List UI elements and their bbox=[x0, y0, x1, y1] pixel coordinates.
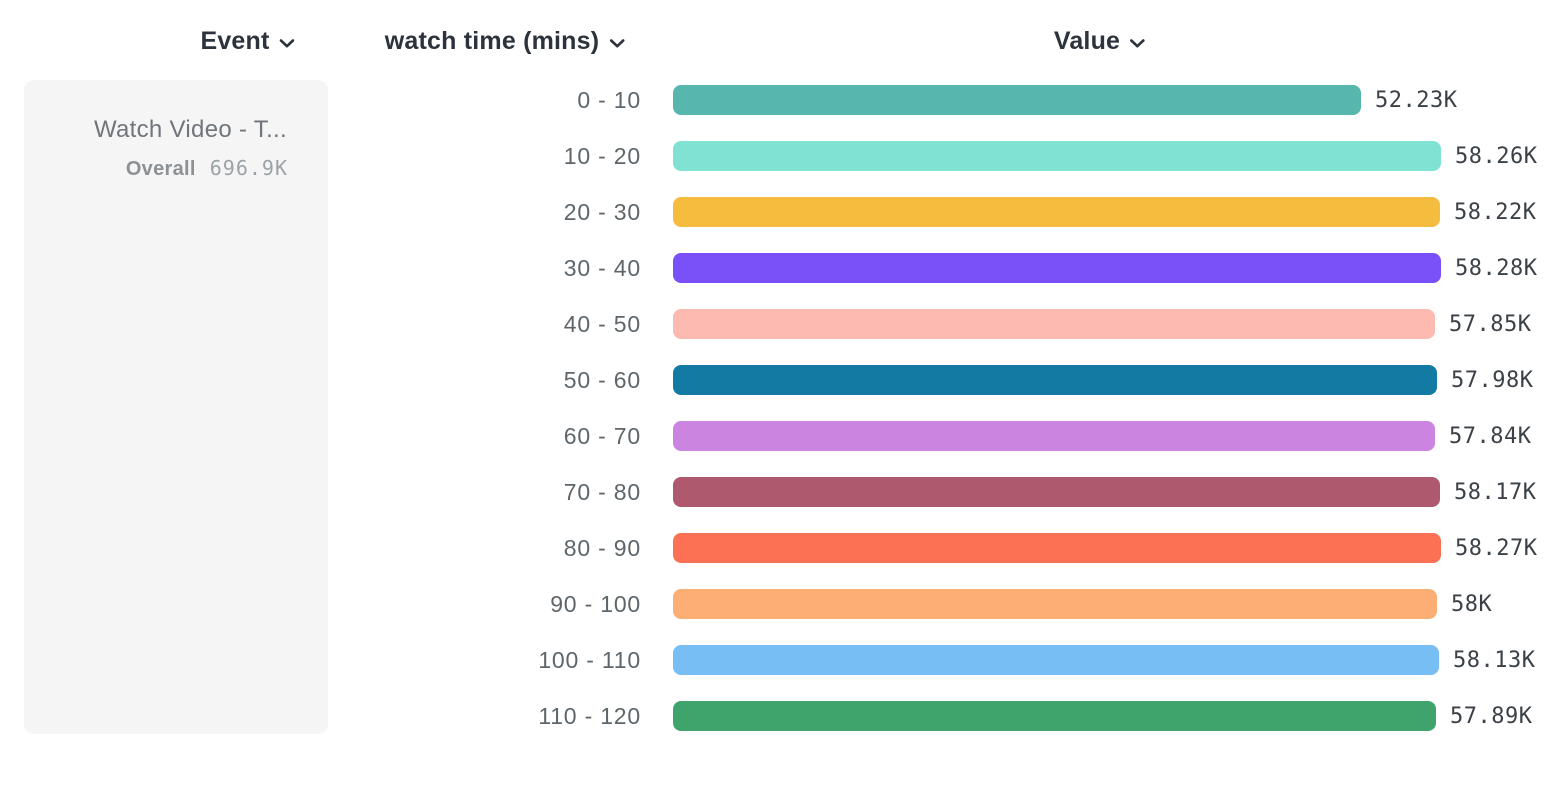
bucket-label: 80 - 90 bbox=[563, 535, 641, 561]
chevron-down-icon bbox=[608, 38, 625, 49]
value-bar[interactable] bbox=[673, 141, 1441, 171]
value-label: 58.13K bbox=[1453, 648, 1536, 673]
chart-row: 90 - 100 58K bbox=[0, 589, 1568, 619]
value-label: 57.84K bbox=[1449, 424, 1532, 449]
value-label: 58.27K bbox=[1455, 536, 1538, 561]
value-label: 57.89K bbox=[1450, 704, 1533, 729]
chevron-down-icon bbox=[279, 38, 296, 49]
column-header-value-label: Value bbox=[1053, 27, 1121, 55]
chart-row: 50 - 60 57.98K bbox=[0, 365, 1568, 395]
bucket-label: 110 - 120 bbox=[538, 703, 641, 729]
value-label: 58K bbox=[1451, 592, 1493, 617]
chart-row: 30 - 40 58.28K bbox=[0, 253, 1568, 283]
chart-row: 110 - 120 57.89K bbox=[0, 701, 1568, 731]
chart-row: 100 - 110 58.13K bbox=[0, 645, 1568, 675]
bucket-label: 70 - 80 bbox=[563, 479, 641, 505]
chart-row: 10 - 20 58.26K bbox=[0, 141, 1568, 171]
bucket-label: 0 - 10 bbox=[577, 87, 641, 113]
value-bar[interactable] bbox=[673, 365, 1437, 395]
value-bar[interactable] bbox=[673, 589, 1437, 619]
value-bar[interactable] bbox=[673, 253, 1441, 283]
value-bar[interactable] bbox=[673, 701, 1436, 731]
overall-line: Overall 696.9K bbox=[126, 156, 288, 181]
value-bar[interactable] bbox=[673, 197, 1440, 227]
chart-row: 60 - 70 57.84K bbox=[0, 421, 1568, 451]
bucket-label: 10 - 20 bbox=[563, 143, 641, 169]
bucket-label: 20 - 30 bbox=[563, 199, 641, 225]
chart-row: 80 - 90 58.27K bbox=[0, 533, 1568, 563]
column-header-bucket[interactable]: watch time (mins) bbox=[385, 27, 626, 56]
column-header-value[interactable]: Value bbox=[1054, 27, 1146, 56]
bucket-label: 60 - 70 bbox=[563, 423, 641, 449]
column-header-bucket-label: watch time (mins) bbox=[384, 27, 600, 55]
overall-label: Overall bbox=[125, 158, 196, 180]
value-bar[interactable] bbox=[673, 309, 1435, 339]
bucket-label: 40 - 50 bbox=[563, 311, 641, 337]
value-bar[interactable] bbox=[673, 645, 1439, 675]
chevron-down-icon bbox=[1129, 38, 1146, 49]
value-bar[interactable] bbox=[673, 533, 1441, 563]
value-label: 57.98K bbox=[1451, 368, 1534, 393]
value-label: 58.26K bbox=[1455, 144, 1538, 169]
value-label: 58.28K bbox=[1455, 256, 1538, 281]
overall-value: 696.9K bbox=[209, 156, 288, 180]
chart-row: 20 - 30 58.22K bbox=[0, 197, 1568, 227]
value-bar[interactable] bbox=[673, 85, 1361, 115]
chart-row: 70 - 80 58.17K bbox=[0, 477, 1568, 507]
chart-row: 40 - 50 57.85K bbox=[0, 309, 1568, 339]
value-label: 57.85K bbox=[1449, 312, 1532, 337]
bucket-label: 50 - 60 bbox=[563, 367, 641, 393]
chart-row: 0 - 10 52.23K bbox=[0, 85, 1568, 115]
value-bar[interactable] bbox=[673, 477, 1440, 507]
event-legend-card[interactable]: Watch Video - T... Overall 696.9K bbox=[24, 80, 328, 734]
event-name: Watch Video - T... bbox=[93, 116, 287, 143]
bucket-label: 90 - 100 bbox=[550, 591, 641, 617]
column-header-event-label: Event bbox=[200, 27, 270, 55]
value-label: 58.22K bbox=[1454, 200, 1537, 225]
column-header-event[interactable]: Event bbox=[200, 27, 295, 56]
value-bar[interactable] bbox=[673, 421, 1435, 451]
bucket-label: 100 - 110 bbox=[538, 647, 641, 673]
bucket-label: 30 - 40 bbox=[563, 255, 641, 281]
value-label: 52.23K bbox=[1375, 88, 1458, 113]
value-label: 58.17K bbox=[1454, 480, 1537, 505]
